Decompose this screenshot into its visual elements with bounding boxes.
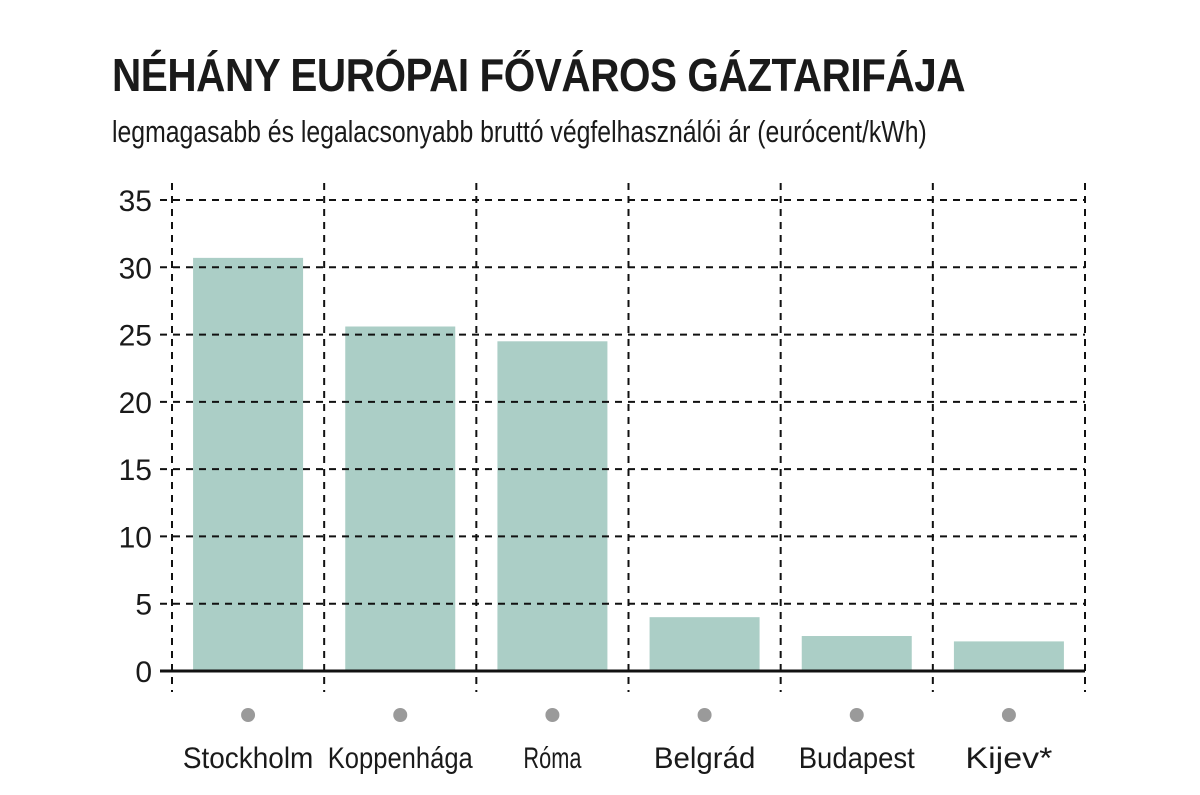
bar-budapest [801, 636, 912, 671]
y-tick-label: 25 [119, 320, 152, 353]
x-tick-label: Róma [523, 742, 581, 775]
category-dot [241, 708, 256, 722]
category-dot [545, 708, 560, 722]
x-tick-label: Koppenhága [328, 742, 473, 775]
y-tick-label: 35 [119, 185, 152, 218]
y-tick-label: 10 [119, 521, 152, 554]
x-tick-label: Kijev* [965, 742, 1052, 775]
y-tick-label: 0 [135, 656, 152, 689]
y-tick-label: 30 [119, 252, 152, 285]
chart-subtitle: legmagasabb és legalacsonyabb bruttó vég… [112, 114, 927, 149]
category-dot [849, 708, 864, 722]
x-tick-label: Stockholm [183, 742, 314, 775]
category-dot [393, 708, 408, 722]
category-dot [697, 708, 712, 722]
bar-kijev [953, 641, 1064, 671]
bar-koppenhga [345, 326, 456, 671]
bar-stockholm [193, 257, 304, 671]
x-tick-label: Belgrád [654, 742, 756, 775]
category-dot [1001, 708, 1016, 722]
bar-rma [497, 341, 608, 671]
y-tick-label: 20 [119, 387, 152, 420]
bar-belgrd [649, 617, 760, 671]
x-tick-label: Budapest [799, 742, 916, 775]
y-tick-label: 5 [135, 589, 152, 622]
y-tick-label: 15 [119, 454, 152, 487]
chart-title: NÉHÁNY EURÓPAI FŐVÁROS GÁZTARIFÁJA [112, 49, 966, 101]
